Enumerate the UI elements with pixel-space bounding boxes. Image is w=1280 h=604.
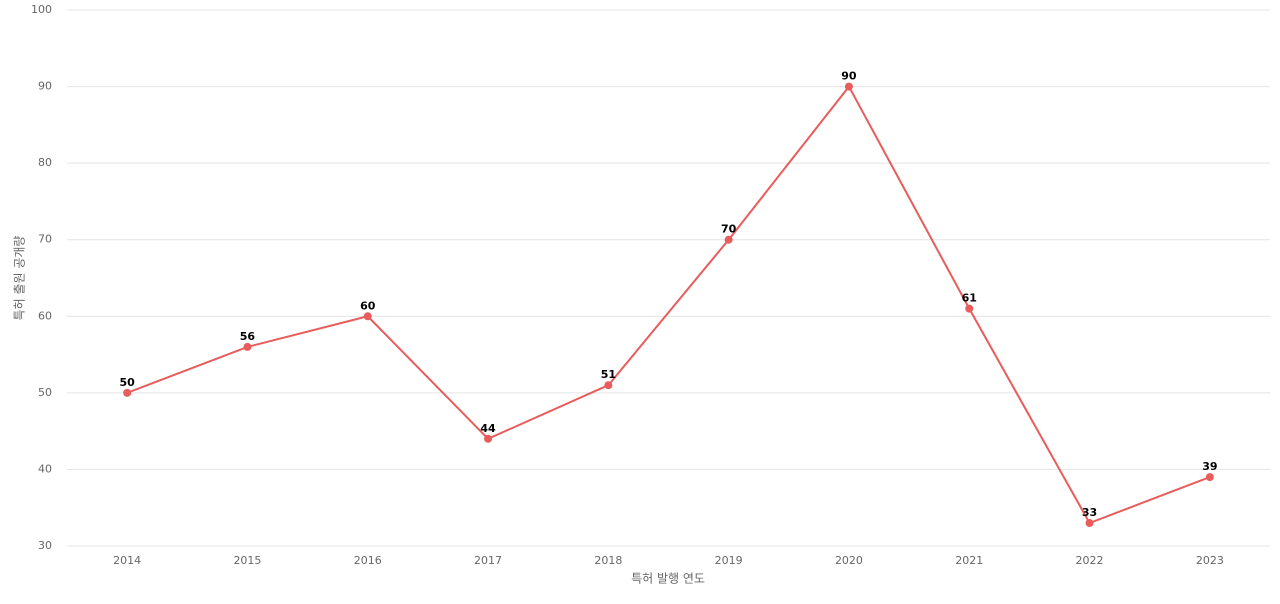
point <box>243 342 252 351</box>
x-tick-label: 2017 <box>474 554 502 567</box>
y-tick-label: 50 <box>38 386 52 399</box>
x-axis-title: 특허 발행 연도 <box>631 571 705 586</box>
x-tick-label: 2021 <box>955 554 983 567</box>
point <box>1085 519 1094 528</box>
data-label: 60 <box>360 299 376 312</box>
y-tick-label: 60 <box>38 309 52 322</box>
point <box>844 82 853 91</box>
y-tick-label: 70 <box>38 233 52 246</box>
x-tick-label: 2023 <box>1196 554 1224 567</box>
x-tick-label: 2020 <box>835 554 863 567</box>
y-tick-label: 90 <box>38 80 52 93</box>
data-label: 50 <box>119 376 135 389</box>
data-label: 33 <box>1082 506 1097 519</box>
data-label: 90 <box>841 70 857 83</box>
x-tick-label: 2014 <box>113 554 141 567</box>
line <box>126 84 1211 525</box>
y-tick-label: 80 <box>38 156 52 169</box>
x-tick-label: 2018 <box>594 554 622 567</box>
data-label: 56 <box>240 330 256 343</box>
point <box>965 304 974 313</box>
y-tick-label: 30 <box>38 539 52 552</box>
x-tick-label: 2015 <box>233 554 261 567</box>
point <box>363 312 372 321</box>
point <box>604 381 613 390</box>
point <box>484 434 493 443</box>
y-axis-title: 특허 출원 공개량 <box>13 236 27 321</box>
data-label: 61 <box>962 292 977 305</box>
point <box>123 388 132 397</box>
data-label: 39 <box>1202 460 1217 473</box>
point <box>1205 473 1214 482</box>
y-tick-label: 40 <box>38 462 52 475</box>
point <box>724 235 733 244</box>
data-label: 44 <box>480 422 496 435</box>
x-tick-label: 2019 <box>715 554 743 567</box>
x-tick-label: 2016 <box>354 554 382 567</box>
data-label: 51 <box>601 368 616 381</box>
data-label: 70 <box>721 223 737 236</box>
x-tick-label: 2022 <box>1076 554 1104 567</box>
y-tick-label: 100 <box>31 3 52 16</box>
